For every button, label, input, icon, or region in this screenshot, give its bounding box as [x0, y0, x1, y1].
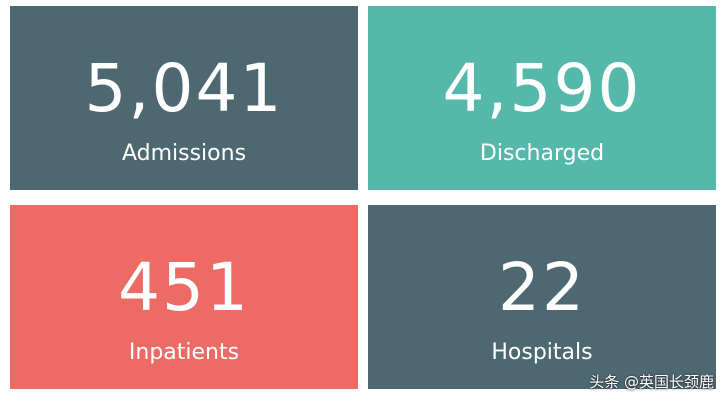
admissions-tile: 5,041 Admissions: [10, 6, 358, 190]
admissions-label: Admissions: [121, 141, 247, 166]
watermark-text: 头条 @英国长颈鹿: [589, 373, 714, 391]
discharged-tile: 4,590 Discharged: [368, 6, 716, 190]
discharged-value: 4,590: [442, 50, 642, 127]
inpatients-value: 451: [118, 249, 250, 326]
admissions-value: 5,041: [84, 50, 284, 127]
hospitals-tile: 22 Hospitals: [368, 205, 716, 389]
hospitals-label: Hospitals: [491, 340, 593, 365]
inpatients-label: Inpatients: [128, 340, 240, 365]
hospitals-value: 22: [498, 249, 586, 326]
discharged-label: Discharged: [479, 141, 605, 166]
inpatients-tile: 451 Inpatients: [10, 205, 358, 389]
